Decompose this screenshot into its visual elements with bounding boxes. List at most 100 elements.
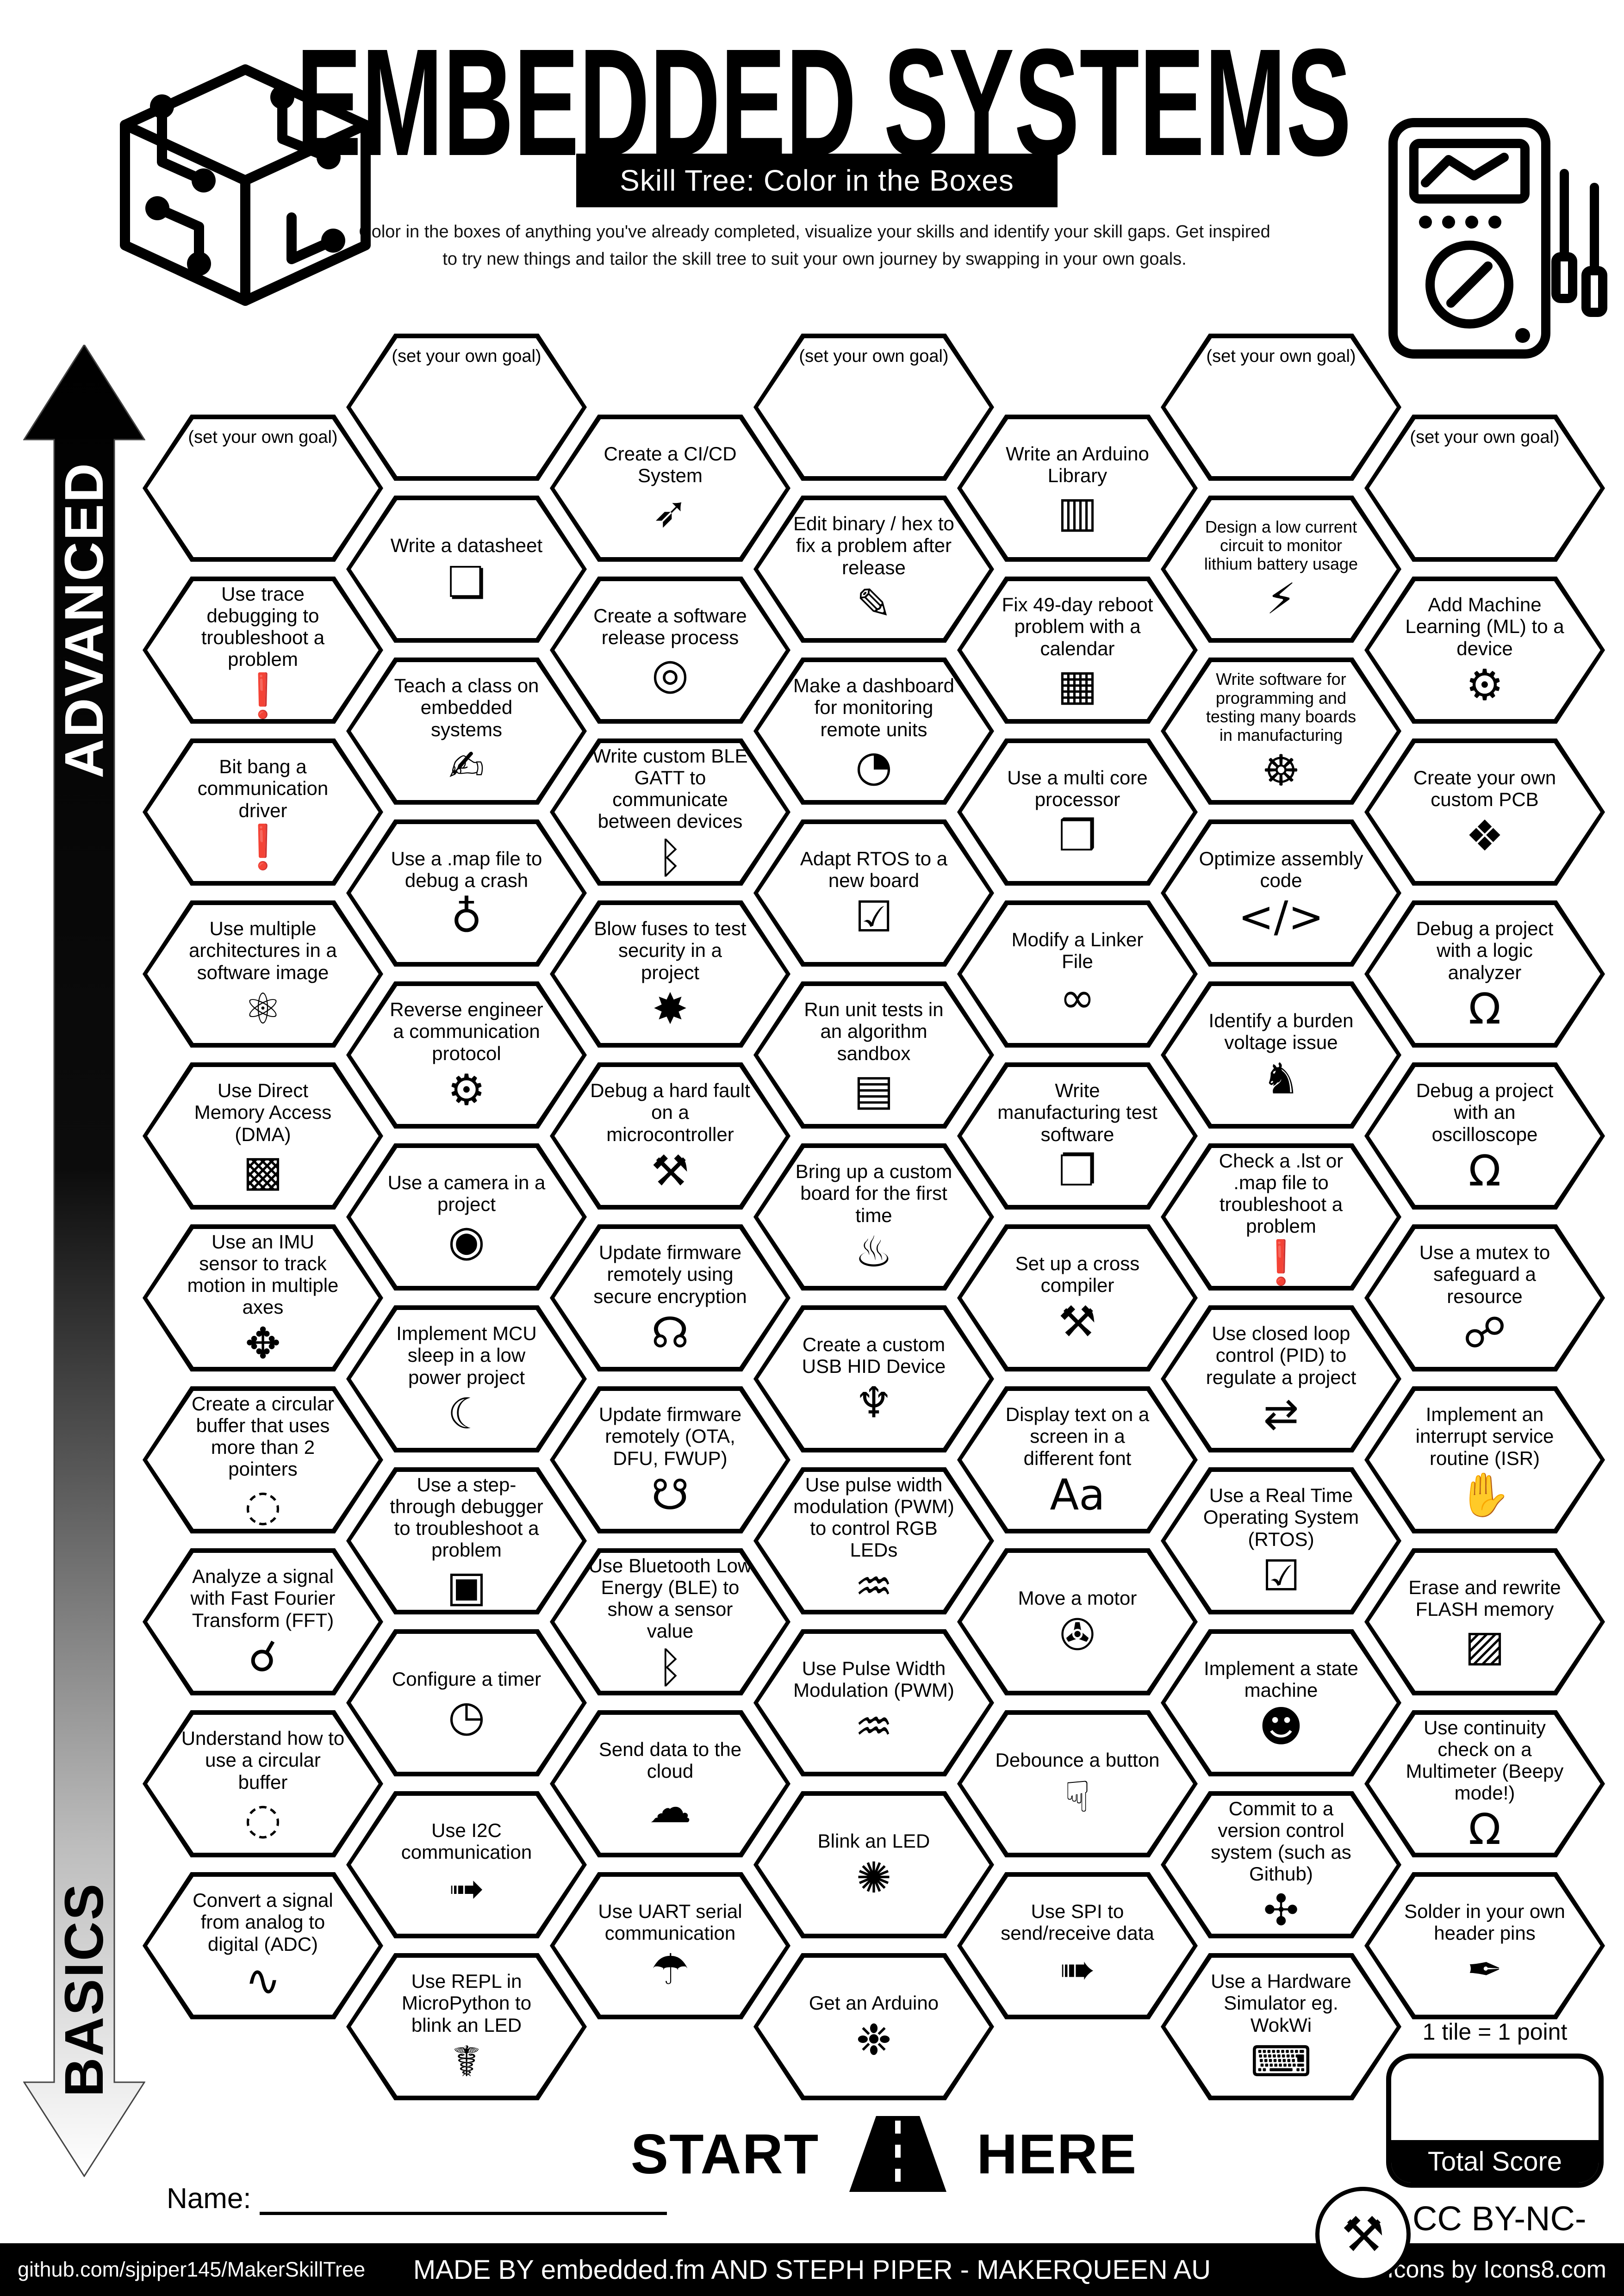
usb-icon: ♆	[854, 1378, 893, 1428]
goal-hex[interactable]: (set your own goal)	[346, 334, 587, 481]
skill-hex[interactable]: Use an IMU sensor to track motion in mul…	[143, 1224, 383, 1371]
skill-hex[interactable]: Use I2C communication ➟	[346, 1791, 587, 1938]
skill-hex[interactable]: Set up a cross compiler ⚒	[957, 1224, 1198, 1371]
skill-hex[interactable]: Use UART serial communication ☂	[550, 1872, 790, 2019]
skill-hex[interactable]: Use REPL in MicroPython to blink an LED ☤	[346, 1953, 587, 2100]
name-line[interactable]	[259, 2184, 667, 2215]
skill-hex[interactable]: Run unit tests in an algorithm sandbox ▤	[753, 981, 994, 1129]
skill-hex[interactable]: Make a dashboard for monitoring remote u…	[753, 658, 994, 805]
skill-hex[interactable]: Teach a class on embedded systems ✍	[346, 658, 587, 805]
hex-label: Check a .lst or .map file to troubleshoo…	[1219, 1149, 1344, 1237]
monitor-bug-icon: ▣	[446, 1562, 487, 1612]
skill-hex[interactable]: Commit to a version control system (such…	[1161, 1791, 1401, 1938]
page-title: EMBEDDED SYSTEMS	[296, 19, 1351, 176]
skill-hex[interactable]: Get an Arduino ❉	[753, 1953, 994, 2100]
skill-hex[interactable]: Use SPI to send/receive data ➠	[957, 1872, 1198, 2019]
skill-hex[interactable]: Use a .map file to debug a crash ♁	[346, 819, 587, 967]
skill-hex[interactable]: Create a software release process ◎	[550, 577, 790, 724]
skill-hex[interactable]: Blink an LED ✺	[753, 1791, 994, 1938]
hex-label: Understand how to use a circular buffer	[181, 1727, 345, 1793]
skill-hex[interactable]: Create your own custom PCB ❖	[1364, 738, 1605, 886]
goal-hex[interactable]: (set your own goal)	[753, 334, 994, 481]
skill-hex[interactable]: Implement MCU sleep in a low power proje…	[346, 1305, 587, 1452]
skill-hex[interactable]: Identify a burden voltage issue ♞	[1161, 981, 1401, 1129]
skill-hex[interactable]: Write a datasheet ❏	[346, 496, 587, 643]
skill-level-arrow	[23, 345, 145, 2177]
skill-hex[interactable]: Fix 49-day reboot problem with a calenda…	[957, 577, 1198, 724]
skill-hex[interactable]: Add Machine Learning (ML) to a device ⚙	[1364, 577, 1605, 724]
hex-label: Use pulse width modulation (PWM) to cont…	[793, 1473, 954, 1561]
hex-label: Use REPL in MicroPython to blink an LED	[401, 1970, 532, 2036]
skill-hex[interactable]: Use a step-through debugger to troublesh…	[346, 1467, 587, 1614]
skill-hex[interactable]: Adapt RTOS to a new board ☑	[753, 819, 994, 967]
skill-hex[interactable]: Use multiple architectures in a software…	[143, 900, 383, 1048]
skill-hex[interactable]: Check a .lst or .map file to troubleshoo…	[1161, 1143, 1401, 1291]
hex-label: Use a mutex to safeguard a resource	[1419, 1241, 1550, 1307]
hex-label: Use I2C communication	[401, 1819, 532, 1863]
hex-label: (set your own goal)	[1410, 428, 1560, 447]
skill-hex[interactable]: Debug a project with an oscilloscope Ω	[1364, 1062, 1605, 1210]
skill-hex[interactable]: Write software for programming and testi…	[1161, 658, 1401, 805]
hex-label: Design a low current circuit to monitor …	[1204, 517, 1358, 574]
cloud-icon: ☁	[649, 1783, 691, 1833]
skill-hex[interactable]: Convert a signal from analog to digital …	[143, 1872, 383, 2019]
multimeter-icon	[1388, 118, 1607, 359]
skill-hex[interactable]: Analyze a signal with Fast Fourier Trans…	[143, 1548, 383, 1695]
hex-label: Make a dashboard for monitoring remote u…	[793, 675, 954, 740]
goal-hex[interactable]: (set your own goal)	[143, 415, 383, 562]
test-box-icon: ❐	[1058, 1146, 1097, 1196]
title-banner: EMBEDDED SYSTEMS	[296, 19, 1351, 176]
skill-hex[interactable]: Use continuity check on a Multimeter (Be…	[1364, 1710, 1605, 1857]
laptop-icon: ⌨	[1250, 2036, 1312, 2086]
skill-hex[interactable]: Use closed loop control (PID) to regulat…	[1161, 1305, 1401, 1452]
goal-hex[interactable]: (set your own goal)	[1364, 415, 1605, 562]
hex-label: Debug a project with a logic analyzer	[1416, 918, 1554, 983]
skill-hex[interactable]: Implement an interrupt service routine (…	[1364, 1386, 1605, 1533]
goal-hex[interactable]: (set your own goal)	[1161, 334, 1401, 481]
skill-hex[interactable]: Debug a hard fault on a microcontroller ⚒	[550, 1062, 790, 1210]
skill-hex[interactable]: Use a multi core processor ❒	[957, 738, 1198, 886]
skill-hex[interactable]: Write an Arduino Library ▥	[957, 415, 1198, 562]
font-icon: Aa	[1050, 1470, 1105, 1520]
skill-hex[interactable]: Use a Hardware Simulator eg. WokWi ⌨	[1161, 1953, 1401, 2100]
skill-hex[interactable]: Move a motor ✇	[957, 1548, 1198, 1695]
skill-hex[interactable]: Solder in your own header pins ✒	[1364, 1872, 1605, 2019]
skill-hex[interactable]: Modify a Linker File ∞	[957, 900, 1198, 1048]
skill-hex[interactable]: Write custom BLE GATT to communicate bet…	[550, 738, 790, 886]
skill-hex[interactable]: Use a Real Time Operating System (RTOS) ☑	[1161, 1467, 1401, 1614]
skill-hex[interactable]: Erase and rewrite FLASH memory ▨	[1364, 1548, 1605, 1695]
skill-hex[interactable]: Configure a timer ◷	[346, 1629, 587, 1776]
skill-hex[interactable]: Use a mutex to safeguard a resource ☍	[1364, 1224, 1605, 1371]
tile-points-note: 1 tile = 1 point	[1422, 2019, 1568, 2045]
skill-hex[interactable]: Design a low current circuit to monitor …	[1161, 496, 1401, 643]
total-score-input[interactable]	[1391, 2059, 1599, 2140]
skill-hex[interactable]: Use a camera in a project ◉	[346, 1143, 587, 1291]
skill-hex[interactable]: Use pulse width modulation (PWM) to cont…	[753, 1467, 994, 1614]
skill-hex[interactable]: Use Bluetooth Low Energy (BLE) to show a…	[550, 1548, 790, 1695]
skill-hex[interactable]: Bit bang a communication driver ❗	[143, 738, 383, 886]
hex-label: Use a Hardware Simulator eg. WokWi	[1211, 1970, 1351, 2036]
skill-hex[interactable]: Update firmware remotely using secure en…	[550, 1224, 790, 1371]
skill-hex[interactable]: Blow fuses to test security in a project…	[550, 900, 790, 1048]
skill-hex[interactable]: Bring up a custom board for the first ti…	[753, 1143, 994, 1291]
skill-hex[interactable]: Reverse engineer a communication protoco…	[346, 981, 587, 1129]
skill-hex[interactable]: Edit binary / hex to fix a problem after…	[753, 496, 994, 643]
skill-hex[interactable]: Create a circular buffer that uses more …	[143, 1386, 383, 1533]
skill-hex[interactable]: Send data to the cloud ☁	[550, 1710, 790, 1857]
skill-hex[interactable]: Debug a project with a logic analyzer Ω	[1364, 900, 1605, 1048]
tools-icon: ⚒	[1058, 1297, 1097, 1347]
skill-hex[interactable]: Create a custom USB HID Device ♆	[753, 1305, 994, 1452]
skill-hex[interactable]: Create a CI/CD System ➶	[550, 415, 790, 562]
skill-hex[interactable]: Use trace debugging to troubleshoot a pr…	[143, 577, 383, 724]
pwm-waves-icon: ♒	[854, 1702, 893, 1752]
skill-hex[interactable]: Optimize assembly code </>	[1161, 819, 1401, 967]
skill-hex[interactable]: Implement a state machine ☻	[1161, 1629, 1401, 1776]
skill-hex[interactable]: Write manufacturing test software ❐	[957, 1062, 1198, 1210]
skill-hex[interactable]: Update firmware remotely (OTA, DFU, FWUP…	[550, 1386, 790, 1533]
skill-hex[interactable]: Understand how to use a circular buffer ◌	[143, 1710, 383, 1857]
hex-label: Create a CI/CD System	[604, 442, 737, 486]
skill-hex[interactable]: Use Direct Memory Access (DMA) ▩	[143, 1062, 383, 1210]
skill-hex[interactable]: Debounce a button ☟	[957, 1710, 1198, 1857]
skill-hex[interactable]: Display text on a screen in a different …	[957, 1386, 1198, 1533]
skill-hex[interactable]: Use Pulse Width Modulation (PWM) ♒	[753, 1629, 994, 1776]
